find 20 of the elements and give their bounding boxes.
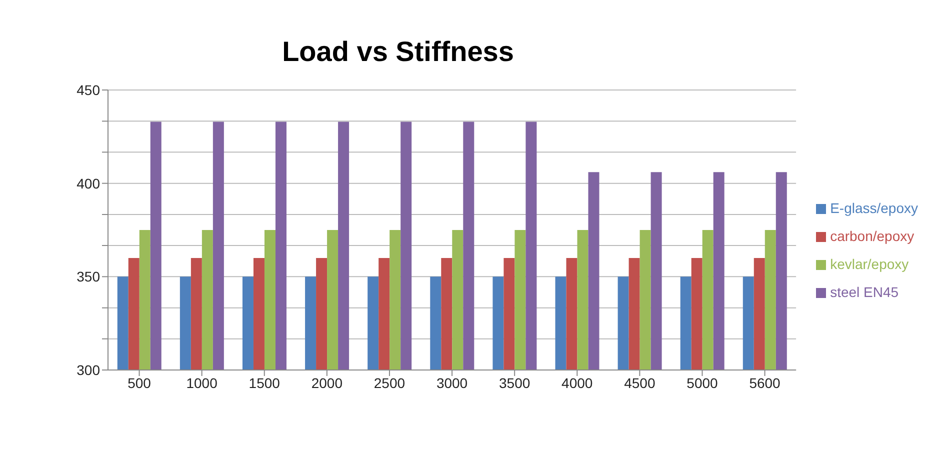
chart-title: Load vs Stiffness <box>281 35 515 69</box>
y-tick-label: 400 <box>76 175 100 192</box>
legend-label: E-glass/epoxy <box>830 200 918 216</box>
x-tick-label: 500 <box>128 374 152 391</box>
x-tick-label: 1500 <box>248 374 280 391</box>
x-tick-label: 4000 <box>562 374 593 391</box>
x-tick-label: 2500 <box>374 374 406 391</box>
x-tick-label: 5000 <box>686 374 718 391</box>
legend-label: steel EN45 <box>830 284 899 300</box>
y-tick-label: 450 <box>76 82 100 98</box>
y-tick-label: 350 <box>76 268 100 285</box>
legend-label: kevlar/epoxy <box>830 256 909 272</box>
y-tick-label: 300 <box>76 362 100 378</box>
x-tick-label: 2000 <box>311 374 343 391</box>
x-tick-label: 3500 <box>499 374 530 391</box>
x-tick-label: 1000 <box>186 374 218 391</box>
x-tick-label: 4500 <box>624 374 656 391</box>
x-tick-label: 3000 <box>436 374 468 391</box>
x-tick-label: 5600 <box>749 374 781 391</box>
legend-label: carbon/epoxy <box>830 228 914 244</box>
